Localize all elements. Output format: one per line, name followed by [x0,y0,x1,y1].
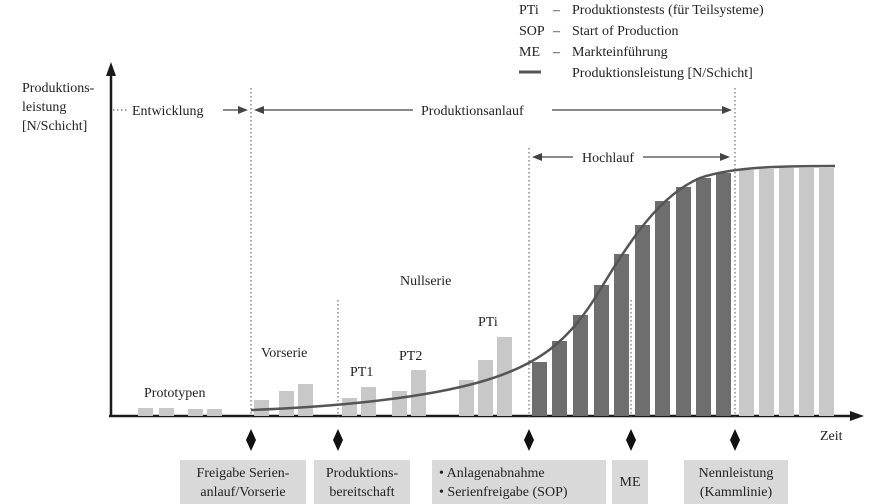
bar-nennleistung-4 [799,168,814,416]
y-axis-label: Produktions- leistung [N/Schicht] [22,81,95,134]
phase-entwicklung: Entwicklung [113,104,248,119]
milestone-diamond-produktionsbereitschaft [333,429,343,451]
bar-nullserie-1 [459,380,474,416]
milestone-box-sop-bg [432,460,606,504]
bar-hochlauf-8 [676,187,691,416]
bar-hochlauf-2 [552,341,567,416]
bar-nennleistung-2 [759,169,774,416]
legend-text-sop: Start of Production [572,24,679,39]
bar-hochlauf-3 [573,315,588,416]
milestone-box-nennleistung: Nennleistung (Kammlinie) [684,460,788,504]
bar-prototyp-4 [207,409,222,416]
milestone-freigabe-line-1: Freigabe Serien- [197,466,290,481]
legend-abbr-me: ME [519,45,540,60]
bar-nennleistung-1 [739,170,754,416]
phase-label-hochlauf: Hochlauf [582,151,634,166]
y-axis-arrowhead [106,62,116,76]
legend: PTi – Produktionstests (für Teilsysteme)… [519,3,764,81]
phase-hochlauf: Hochlauf [532,151,730,166]
stage-label-pti: PTi [478,315,498,330]
production-output-curve [250,164,836,412]
bar-vorserie-3 [298,384,313,416]
produktionsanlauf-arrowhead-left [254,106,264,114]
legend-dash-me: – [552,45,561,60]
bar-prototyp-2 [159,408,174,416]
milestone-box-produktionsbereitschaft-bg [314,460,410,504]
milestone-produktionsbereitschaft-line-2: bereitschaft [329,485,394,500]
bar-vorserie-2 [279,391,294,416]
hochlauf-arrowhead-left [532,153,542,161]
stage-label-nullserie: Nullserie [400,274,451,289]
hochlauf-arrowhead-right [720,153,730,161]
milestone-box-me: ME [612,460,648,504]
y-axis-label-line-2: leistung [22,100,66,115]
bar-nullserie-2 [478,360,493,416]
phase-label-produktionsanlauf: Produktionsanlauf [421,104,524,119]
milestone-me-line-1: ME [620,475,641,490]
bar-pt2-1 [392,391,407,416]
phase-label-entwicklung: Entwicklung [132,104,204,119]
phase-guides [250,88,736,420]
milestone-box-nennleistung-bg [684,460,788,504]
milestone-produktionsbereitschaft-line-1: Produktions- [326,466,399,481]
legend-dash-pti: – [552,3,561,18]
milestone-markers [246,429,740,451]
milestone-box-freigabe: Freigabe Serien- anlauf/Vorserie [180,460,306,504]
stage-labels: Prototypen Vorserie PT1 PT2 Nullserie PT… [144,274,498,401]
milestone-nennleistung-line-1: Nennleistung [699,466,774,481]
bar-hochlauf-6 [635,225,650,416]
produktionsanlauf-arrowhead-right [722,106,732,114]
phase-produktionsanlauf: Produktionsanlauf [254,104,732,119]
milestone-sop-line-1: • Anlagenabnahme [439,466,545,481]
legend-abbr-pti: PTi [519,3,539,18]
milestone-freigabe-line-2: anlauf/Vorserie [200,485,285,500]
bars-light [138,168,834,416]
bar-hochlauf-9 [696,178,711,416]
x-axis-arrowhead [850,411,864,421]
milestone-box-sop: • Anlagenabnahme • Serienfreigabe (SOP) [432,460,606,504]
bar-hochlauf-5 [614,254,629,416]
legend-text-me: Markteinführung [572,45,668,60]
milestone-sop-line-2: • Serienfreigabe (SOP) [439,485,568,500]
milestone-diamond-sop [524,429,534,451]
bar-nennleistung-5 [819,168,834,416]
bar-hochlauf-1 [532,362,547,416]
bar-vorserie-1 [254,400,269,416]
bar-pt2-2 [411,370,426,416]
milestone-diamond-nennleistung [730,429,740,451]
legend-abbr-sop: SOP [519,24,545,39]
legend-text-curve: Produktionsleistung [N/Schicht] [572,66,753,81]
stage-label-pt1: PT1 [350,365,373,380]
legend-dash-sop: – [552,24,561,39]
bars-dark [532,173,731,416]
bar-pt1-1 [342,398,357,416]
milestone-diamond-me [626,429,636,451]
milestone-box-produktionsbereitschaft: Produktions- bereitschaft [314,460,410,504]
bar-hochlauf-10 [716,173,731,416]
milestone-box-me-bg [612,460,648,504]
bar-prototyp-1 [138,408,153,416]
entwicklung-arrowhead [238,106,248,114]
y-axis-label-line-1: Produktions- [22,81,95,96]
bar-hochlauf-7 [655,201,670,416]
stage-label-pt2: PT2 [399,349,422,364]
bar-pti [497,337,512,416]
milestone-diamond-freigabe [246,429,256,451]
stage-label-prototypen: Prototypen [144,386,205,401]
y-axis-label-line-3: [N/Schicht] [22,119,87,134]
bar-prototyp-3 [188,409,203,416]
bar-nennleistung-3 [779,168,794,416]
x-axis-label: Zeit [820,429,843,444]
milestone-nennleistung-line-2: (Kammlinie) [700,485,773,500]
stage-label-vorserie: Vorserie [261,346,307,361]
bar-hochlauf-4 [594,285,609,416]
milestone-box-freigabe-bg [180,460,306,504]
legend-text-pti: Produktionstests (für Teilsysteme) [572,3,764,18]
